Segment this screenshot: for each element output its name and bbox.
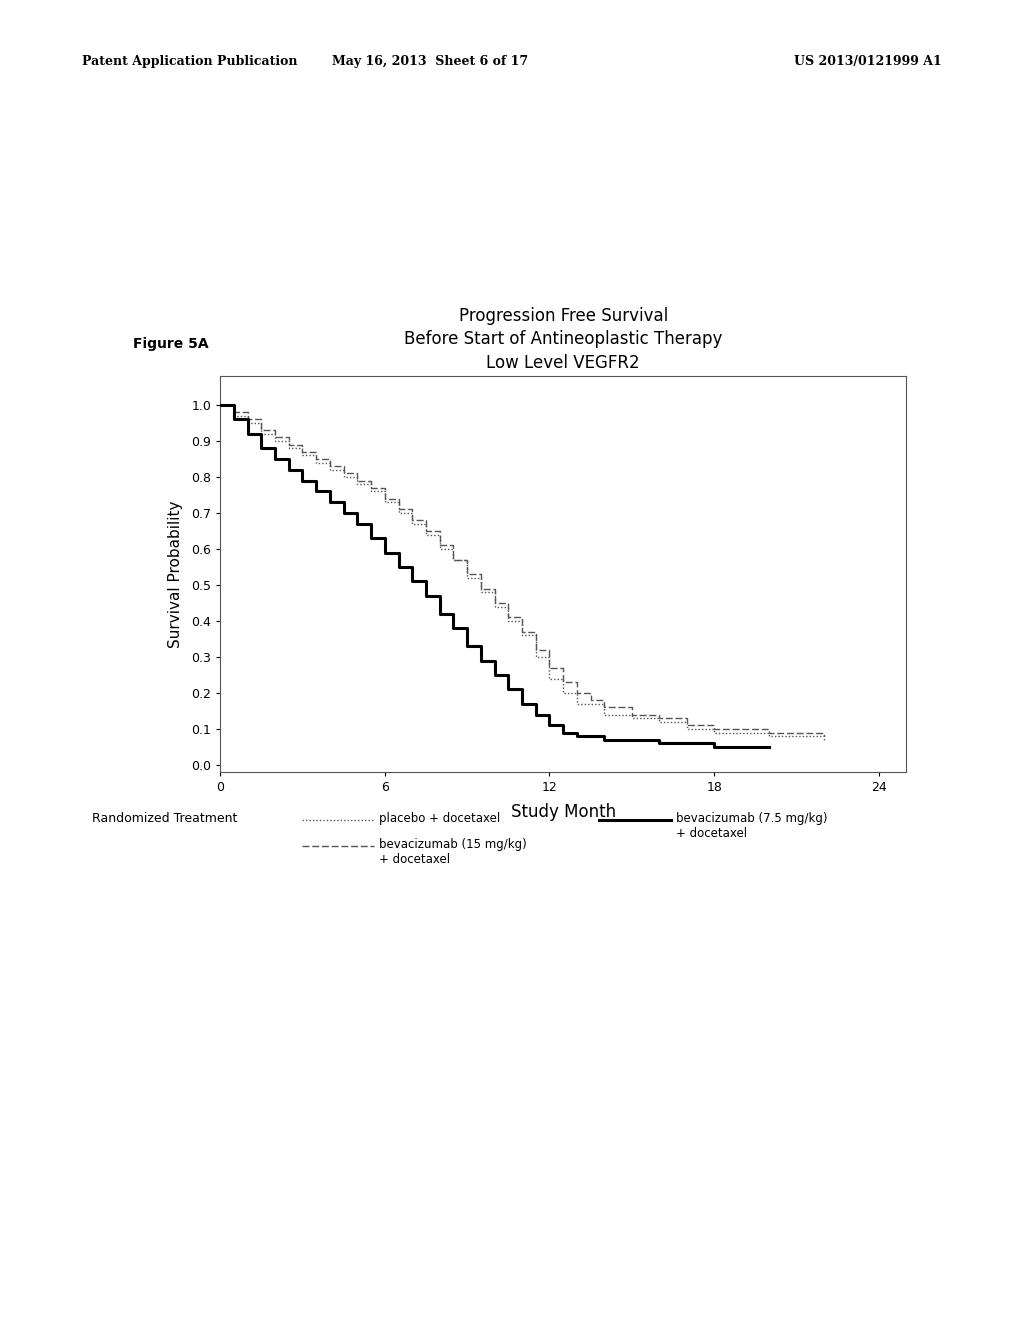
Text: US 2013/0121999 A1: US 2013/0121999 A1 bbox=[795, 55, 942, 69]
Text: Patent Application Publication: Patent Application Publication bbox=[82, 55, 297, 69]
Text: Randomized Treatment: Randomized Treatment bbox=[92, 812, 238, 825]
Text: Figure 5A: Figure 5A bbox=[133, 337, 209, 351]
Text: bevacizumab (15 mg/kg)
+ docetaxel: bevacizumab (15 mg/kg) + docetaxel bbox=[379, 838, 526, 866]
Text: May 16, 2013  Sheet 6 of 17: May 16, 2013 Sheet 6 of 17 bbox=[332, 55, 528, 69]
X-axis label: Study Month: Study Month bbox=[511, 803, 615, 821]
Title: Progression Free Survival
Before Start of Antineoplastic Therapy
Low Level VEGFR: Progression Free Survival Before Start o… bbox=[404, 306, 722, 372]
Text: placebo + docetaxel: placebo + docetaxel bbox=[379, 812, 500, 825]
Y-axis label: Survival Probability: Survival Probability bbox=[168, 500, 183, 648]
Text: bevacizumab (7.5 mg/kg)
+ docetaxel: bevacizumab (7.5 mg/kg) + docetaxel bbox=[676, 812, 827, 840]
